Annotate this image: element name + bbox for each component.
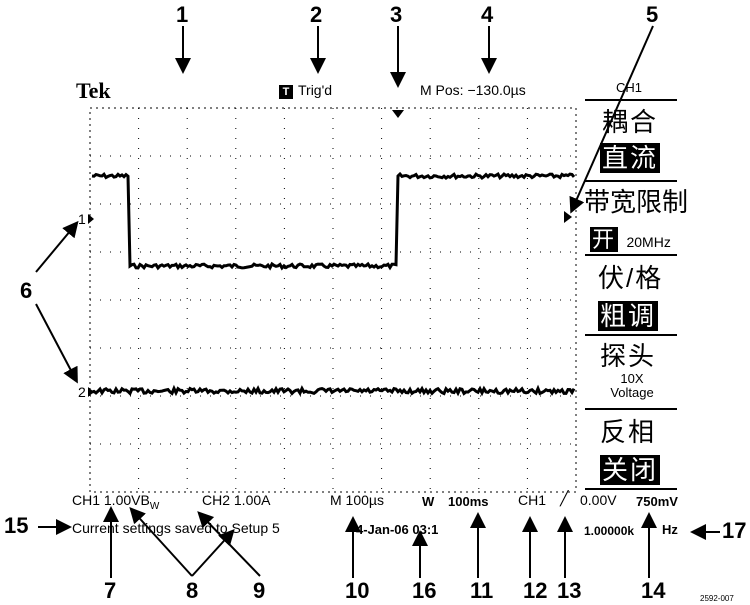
- horizontal-position: M Pos: −130.0µs: [420, 82, 526, 98]
- menu-volts-button[interactable]: 粗调: [598, 301, 659, 331]
- trigger-level-marker: [564, 211, 572, 223]
- menu-coupling-label: 耦合: [602, 107, 659, 137]
- frequency-readout: 1.00000k: [584, 524, 635, 538]
- menu-probe-button[interactable]: 10X Voltage: [610, 371, 654, 400]
- trigger-position-marker: [392, 110, 404, 118]
- callout-12: 12: [523, 578, 548, 603]
- ch2-ground-marker: 2: [78, 384, 86, 400]
- callout-8: 8: [186, 578, 199, 603]
- menu-invert-label: 反相: [600, 417, 657, 447]
- callout-1: 1: [176, 2, 189, 27]
- brand-logo: Tek: [76, 78, 111, 103]
- menu-volts-label: 伏/格: [598, 263, 664, 293]
- bw-limit-icon: B: [140, 492, 150, 508]
- callout-3: 3: [390, 2, 403, 27]
- frequency-unit: Hz: [662, 522, 678, 537]
- callout-10: 10: [345, 578, 370, 603]
- window-timebase-readout: 100ms: [448, 494, 489, 509]
- menu-invert-button[interactable]: 关闭: [600, 455, 661, 485]
- menu-bw-button[interactable]: 开 20MHz: [590, 227, 671, 252]
- ch2-waveform: [91, 384, 576, 397]
- timebase-readout: M 100µs: [330, 492, 384, 508]
- trigger-slope-icon: ╱: [560, 490, 569, 506]
- callout-6: 6: [20, 278, 33, 303]
- trigger-source-readout: CH1: [518, 492, 547, 508]
- callout-15: 15: [4, 513, 29, 538]
- callout-7: 7: [104, 578, 117, 603]
- menu-probe-label: 探头: [600, 341, 657, 371]
- trigger-level-readout-2: 750mV: [636, 494, 678, 509]
- trigger-level-readout: 0.00V: [580, 492, 617, 508]
- trigger-icon: T: [279, 85, 293, 99]
- menu-title: CH1: [616, 80, 643, 95]
- callout-14: 14: [641, 578, 666, 603]
- ch2-scale-readout: CH2 1.00A: [202, 492, 271, 508]
- window-label: W: [422, 494, 435, 509]
- trigger-status: T Trig'd: [279, 82, 332, 99]
- trigger-status-text: Trig'd: [298, 82, 333, 98]
- callout-17: 17: [722, 518, 747, 543]
- callout-2: 2: [310, 2, 323, 27]
- callout-16: 16: [412, 578, 437, 603]
- graticule-grid: [90, 108, 576, 492]
- callout-arrows: [35, 25, 720, 578]
- callout-13: 13: [557, 578, 582, 603]
- callout-9: 9: [253, 578, 266, 603]
- ch1-scale-readout: CH1 1.00VBW: [72, 492, 160, 512]
- figure-id: 2592-007: [700, 594, 734, 603]
- graticule-frame: [89, 107, 577, 493]
- ch1-waveform: [91, 171, 576, 271]
- menu-bw-label: 带宽限制: [584, 187, 689, 217]
- callout-5: 5: [646, 2, 659, 27]
- menu-coupling-button[interactable]: 直流: [600, 143, 661, 173]
- ch1-ground-marker: 1: [78, 211, 86, 227]
- date-time-readout: 4-Jan-06 03:1: [356, 522, 439, 537]
- callout-4: 4: [481, 2, 494, 27]
- callout-11: 11: [470, 578, 494, 603]
- status-message: Current settings saved to Setup 5: [72, 520, 280, 536]
